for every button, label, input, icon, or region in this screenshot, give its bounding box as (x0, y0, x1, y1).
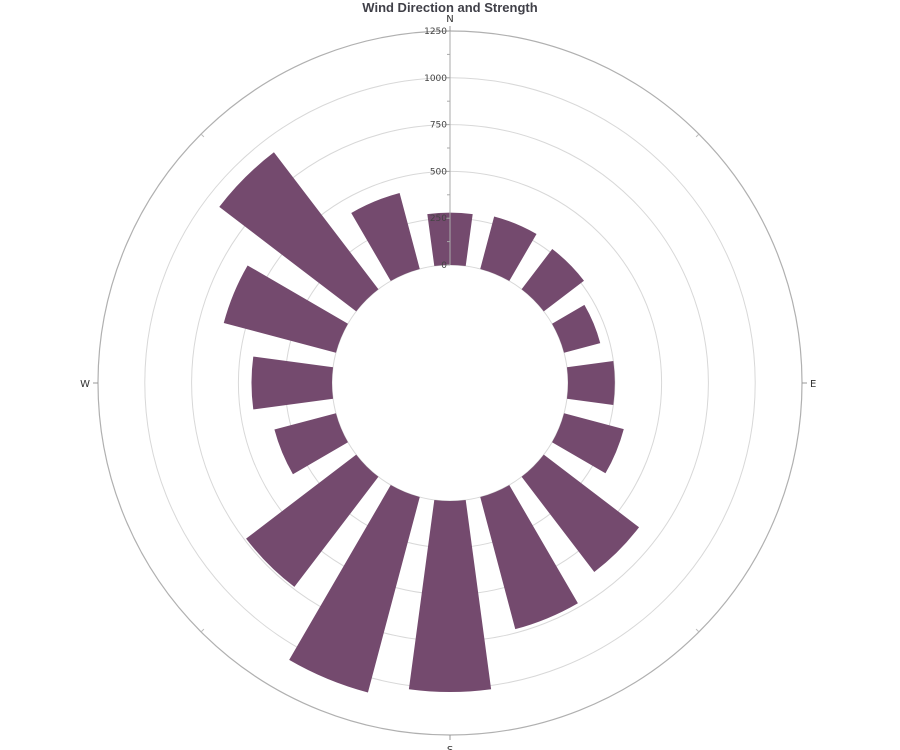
tick-label-0: 0 (441, 261, 447, 271)
tick-label-1000: 1000 (424, 74, 447, 84)
compass-labels: N E S W (80, 14, 816, 750)
tick-label-750: 750 (430, 121, 447, 131)
bar-e (566, 361, 615, 405)
bar-ese (552, 413, 624, 474)
tick-label-1250: 1250 (424, 27, 447, 37)
outer-diagonal-tick (695, 628, 700, 633)
wind-bars (219, 152, 640, 693)
bar-w (251, 356, 334, 410)
bar-ssw (289, 485, 420, 693)
compass-label-s: S (447, 745, 453, 750)
radial-axis: 0 250 500 750 1000 1250 (424, 27, 451, 271)
bar-ne (521, 249, 584, 312)
bar-sw (246, 454, 379, 587)
bar-nne (480, 216, 537, 281)
bar-se (521, 454, 640, 573)
outer-diagonal-tick (695, 133, 700, 138)
chart-title: Wind Direction and Strength (362, 0, 537, 15)
grid-circle-0 (331, 264, 569, 502)
bar-ene (552, 304, 601, 353)
tick-label-500: 500 (430, 167, 447, 177)
tick-label-250: 250 (430, 214, 447, 224)
compass-label-e: E (810, 379, 816, 390)
outer-diagonal-tick (200, 133, 205, 138)
compass-label-n: N (446, 14, 453, 25)
outer-diagonal-tick (200, 628, 205, 633)
bar-nw (219, 152, 379, 312)
bar-wsw (274, 413, 348, 475)
bar-wnw (223, 265, 348, 353)
bar-nnw (351, 192, 420, 281)
bar-s (408, 499, 492, 692)
compass-label-w: W (80, 379, 90, 390)
bar-sse (480, 485, 578, 630)
